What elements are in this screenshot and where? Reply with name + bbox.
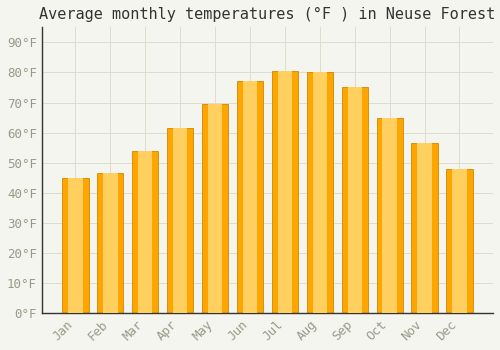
Bar — [173, 128, 188, 313]
Bar — [376, 118, 402, 313]
Bar — [418, 143, 432, 313]
Bar — [243, 82, 257, 313]
Title: Average monthly temperatures (°F ) in Neuse Forest: Average monthly temperatures (°F ) in Ne… — [40, 7, 496, 22]
Bar — [138, 150, 152, 313]
Bar — [446, 169, 472, 313]
Bar — [68, 178, 82, 313]
Bar — [103, 173, 118, 313]
Bar — [237, 82, 263, 313]
Bar — [62, 178, 88, 313]
Bar — [312, 72, 327, 313]
Bar — [202, 104, 228, 313]
Bar — [278, 71, 292, 313]
Bar — [97, 173, 124, 313]
Bar — [132, 150, 158, 313]
Bar — [412, 143, 438, 313]
Bar — [348, 88, 362, 313]
Bar — [382, 118, 397, 313]
Bar — [306, 72, 333, 313]
Bar — [167, 128, 193, 313]
Bar — [452, 169, 466, 313]
Bar — [272, 71, 298, 313]
Bar — [342, 88, 368, 313]
Bar — [208, 104, 222, 313]
